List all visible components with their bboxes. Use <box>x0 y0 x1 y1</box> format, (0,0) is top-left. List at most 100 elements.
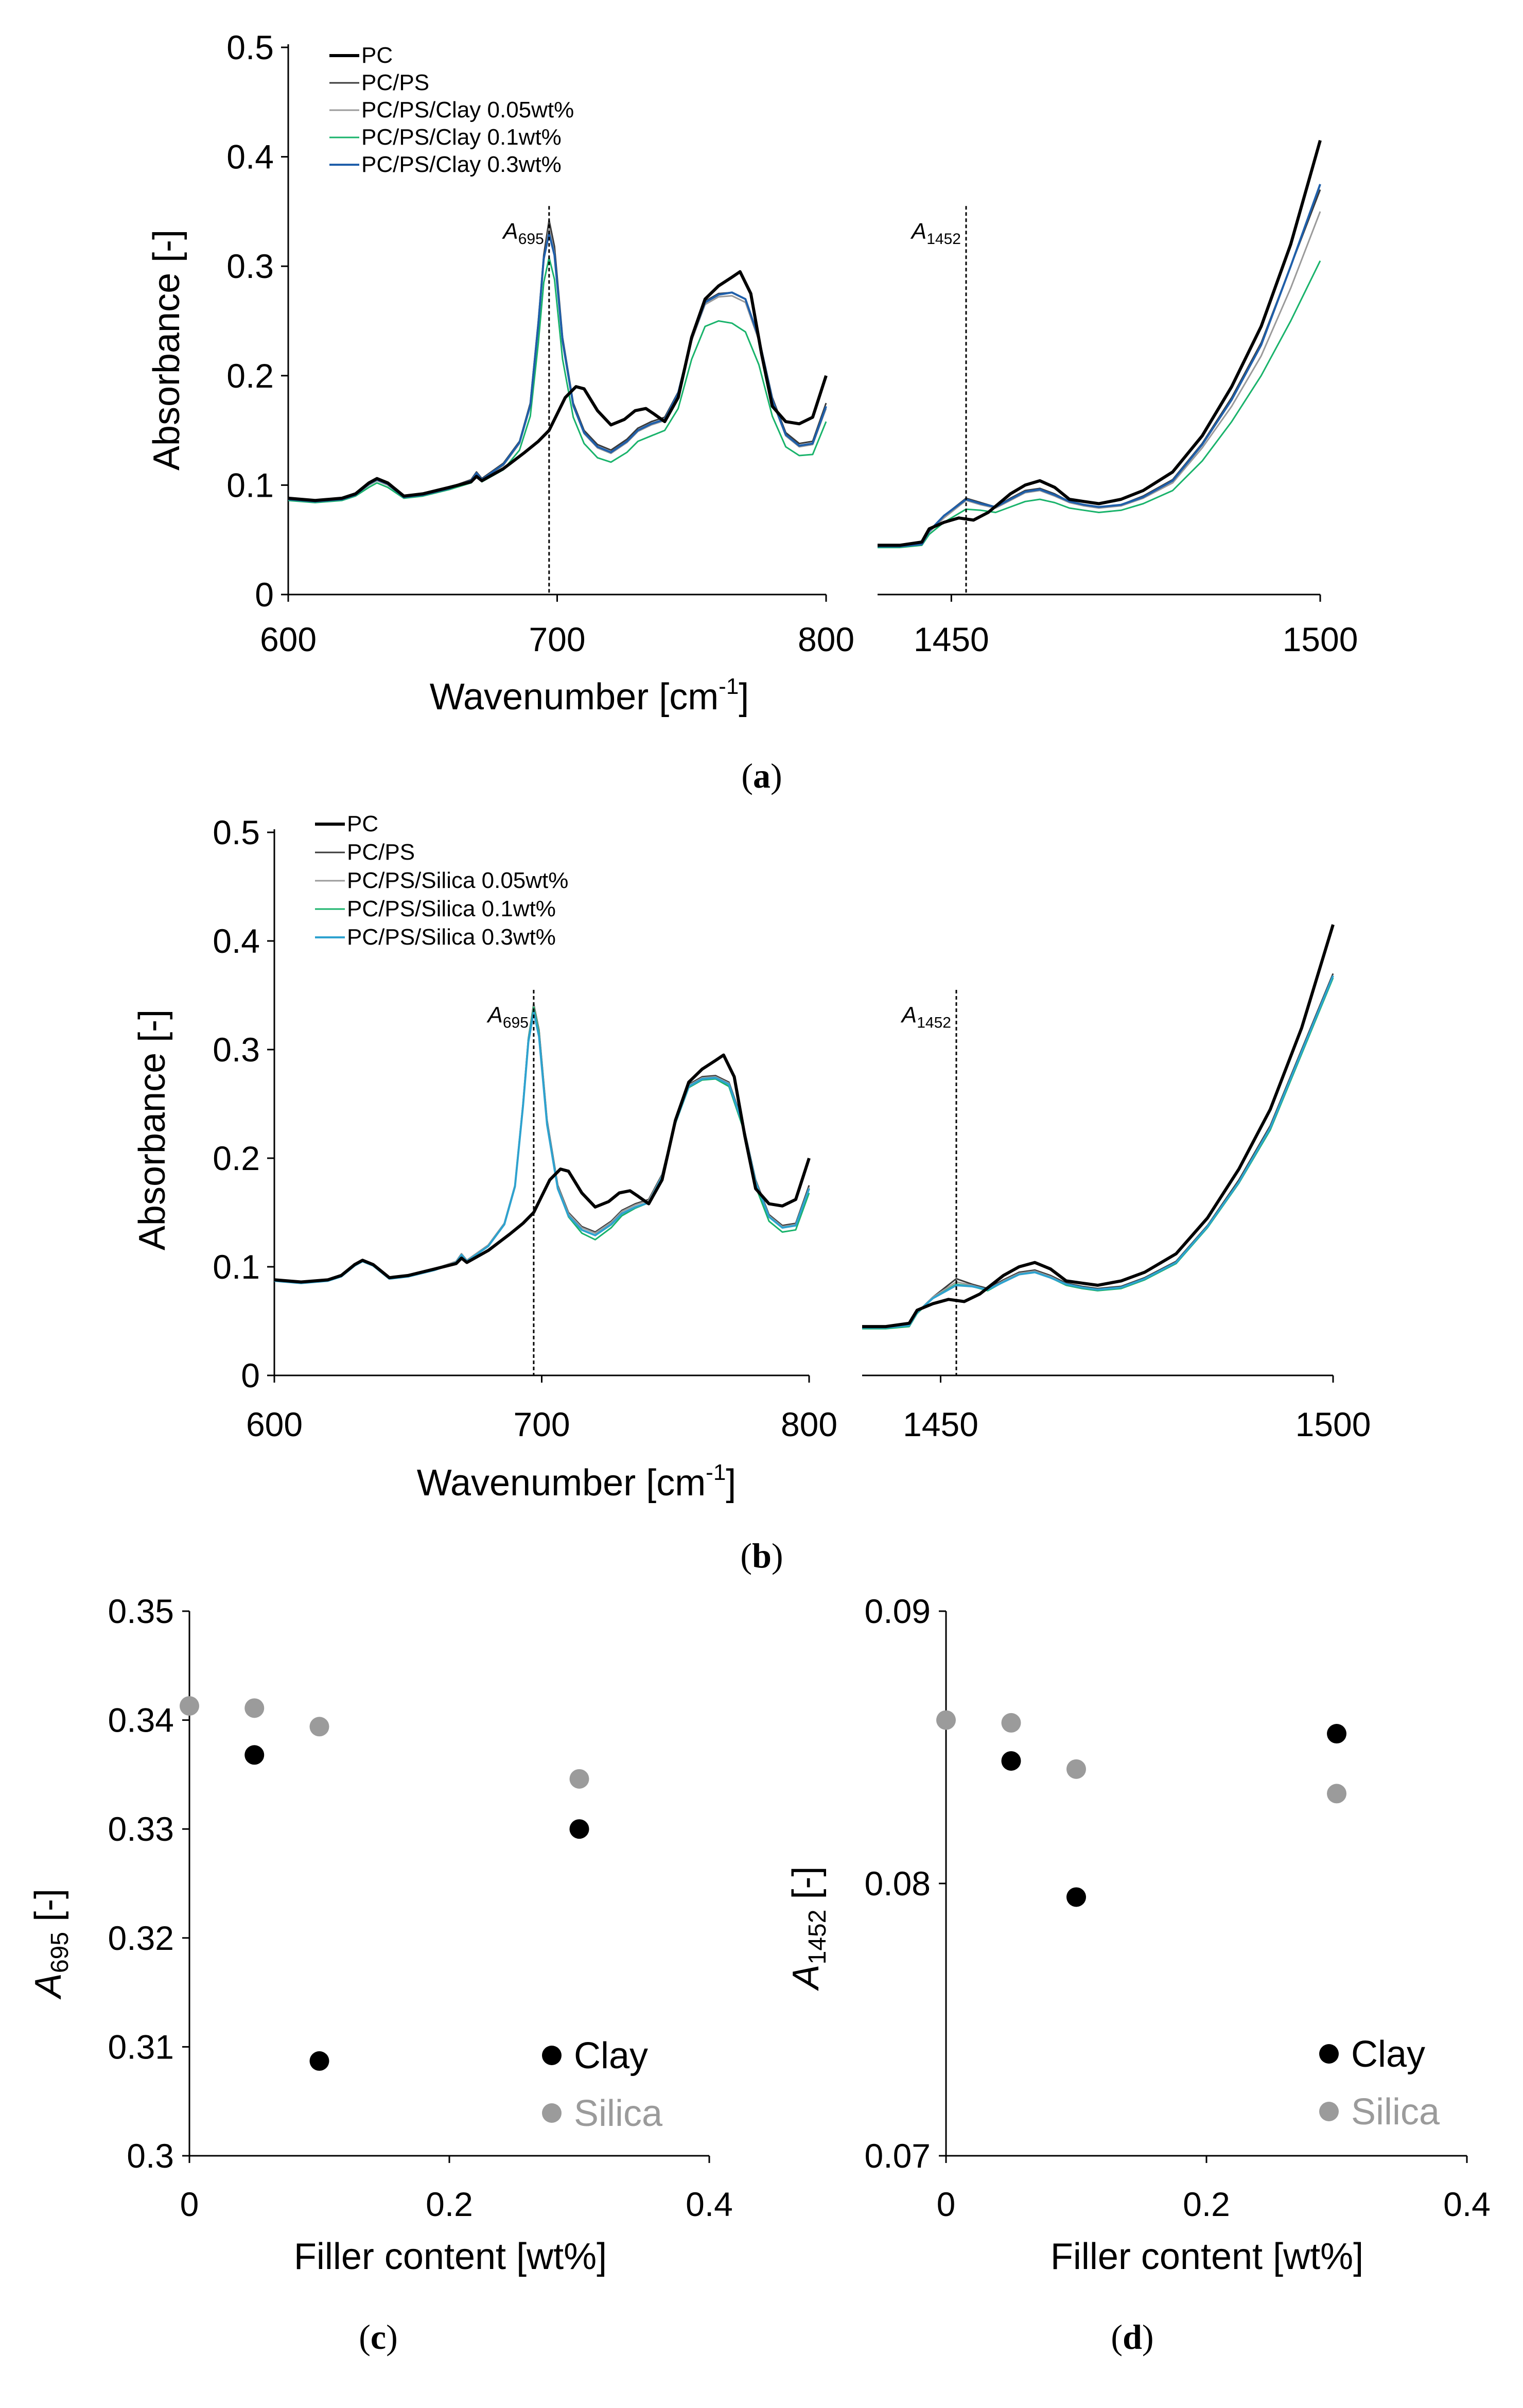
y-tick-label: 0.4 <box>213 922 260 960</box>
x-tick-label: 600 <box>246 1405 303 1443</box>
data-point-silica <box>569 1769 589 1789</box>
legend-label: PC/PS/Silica 0.05wt% <box>347 868 568 893</box>
data-point-clay <box>1001 1751 1021 1771</box>
y-tick-label: 0.1 <box>226 466 274 504</box>
panel-label: (c) <box>359 2317 398 2357</box>
annotation-subscript: 1452 <box>926 231 961 248</box>
axes: 0 0.1 0.2 0.3 0.4 0.5 600 700 800 1450 1500 <box>213 813 1371 1443</box>
annotation-label: A695 <box>486 1002 528 1031</box>
annotation-subscript: 1452 <box>917 1014 951 1031</box>
y-tick-label: 0.32 <box>108 1919 174 1957</box>
x-tick-label: 700 <box>529 620 585 658</box>
series-line-right <box>878 139 1322 547</box>
legend-clay-marker <box>1319 2044 1339 2064</box>
x-tick-label: 1450 <box>914 620 989 658</box>
scatter-points <box>936 1710 1346 1907</box>
y-tick-label: 0.31 <box>108 2028 174 2066</box>
x-tick-label: 0 <box>937 2185 956 2223</box>
data-point-silica <box>1001 1713 1021 1733</box>
annotation-label: A695 <box>501 219 544 248</box>
annotation-symbol: A <box>486 1002 502 1027</box>
x-axis-title: Filler content [wt%] <box>1051 2236 1363 2277</box>
annotation-subscript: 695 <box>503 1014 529 1031</box>
x-axis-title-end: ] <box>726 1462 736 1504</box>
x-axis-title: Wavenumber [cm-1] <box>430 674 749 718</box>
y-tick-label: 0.4 <box>226 138 274 176</box>
legend-label: PC/PS/Clay 0.1wt% <box>361 125 562 150</box>
y-axis-title-main: A <box>28 1973 69 2000</box>
x-axis-title-end: ] <box>739 676 749 718</box>
legend-label: PC/PS/Silica 0.3wt% <box>347 924 556 950</box>
panel-letter: d <box>1123 2317 1142 2357</box>
y-tick-label: 0.3 <box>127 2137 174 2175</box>
y-tick-label: 0 <box>241 1356 260 1394</box>
data-point-clay <box>309 2051 329 2071</box>
legend-silica-label: Silica <box>1351 2091 1440 2133</box>
x-tick-label: 1500 <box>1283 620 1358 658</box>
series-lines: A695 A 1452 <box>274 924 1335 1375</box>
series-line-left <box>288 270 828 502</box>
y-tick-label: 0.07 <box>865 2137 931 2175</box>
x-axis-title: Filler content [wt%] <box>294 2236 607 2277</box>
series-line-right <box>878 211 1321 547</box>
legend: PC PC/PS PC/PS/Silica 0.05wt% PC/PS/Silica … <box>315 811 568 950</box>
x-tick-label: 1500 <box>1296 1405 1371 1443</box>
series-line-left <box>274 1006 810 1284</box>
scatter-points <box>180 1696 589 2071</box>
legend-label: PC/PS <box>361 70 429 95</box>
y-tick-label: 0.3 <box>213 1031 260 1069</box>
x-tick-label: 600 <box>260 620 317 658</box>
x-axis-title-sup: -1 <box>719 674 739 699</box>
series-line-right <box>878 260 1321 549</box>
legend-clay-marker <box>542 2046 562 2065</box>
x-tick-label: 700 <box>513 1405 570 1443</box>
x-axis-title: Wavenumber [cm-1] <box>417 1460 737 1504</box>
legend-label: PC/PS/Clay 0.05wt% <box>361 97 574 123</box>
panel-label: (a) <box>741 756 782 795</box>
x-tick-label: 0.2 <box>426 2185 473 2223</box>
legend-label: PC <box>347 811 378 836</box>
axes: 0.3 0.31 0.32 0.33 0.34 0.35 0 0.2 0.4 <box>108 1592 733 2223</box>
series-line-left <box>288 232 827 503</box>
panel-label: (d) <box>1111 2317 1153 2357</box>
series-line-right <box>862 924 1335 1329</box>
data-point-clay <box>244 1745 265 1765</box>
series-line-left <box>274 1053 811 1284</box>
y-axis-title: A1452 [-] <box>785 1866 831 1992</box>
legend-label: PC/PS <box>347 840 415 865</box>
x-tick-label: 800 <box>781 1405 837 1443</box>
legend-silica-label: Silica <box>574 2093 663 2134</box>
series-line-left <box>274 1004 810 1283</box>
y-axis-title: A695 [-] <box>28 1889 74 2000</box>
legend-label: PC <box>361 43 393 68</box>
axes: 0.07 0.08 0.09 0 0.2 0.4 <box>865 1592 1491 2223</box>
annotation-symbol: A <box>910 219 926 244</box>
y-tick-label: 0.34 <box>108 1701 174 1739</box>
series-lines: A695 A1452 <box>288 139 1322 595</box>
series-line-left <box>274 1003 810 1283</box>
x-tick-label: 0.2 <box>1183 2185 1230 2223</box>
panel-letter: a <box>753 756 771 795</box>
x-axis-title-sup: -1 <box>706 1460 726 1485</box>
legend-silica-marker <box>1319 2102 1339 2121</box>
y-axis-title-main: A <box>785 1964 827 1991</box>
data-point-silica <box>244 1698 265 1718</box>
panel-letter: c <box>371 2317 386 2357</box>
y-tick-label: 0.5 <box>226 28 274 66</box>
y-axis-title-sub: 1452 <box>804 1910 831 1965</box>
series-line-left <box>288 219 827 501</box>
data-point-silica <box>180 1696 199 1716</box>
legend-clay-label: Clay <box>1351 2034 1425 2075</box>
data-point-silica <box>936 1710 956 1730</box>
y-tick-label: 0.2 <box>226 357 274 395</box>
annotation-symbol: A <box>501 219 518 244</box>
series-line-left <box>288 256 827 503</box>
x-axis-title-main: Wavenumber [cm <box>430 676 719 718</box>
y-tick-label: 0.33 <box>108 1810 174 1848</box>
data-point-clay <box>1066 1887 1086 1907</box>
panel-c-a695-scatter: 0.30.310.320.330.340.350 0.2 0.4 A695 [-] … <box>28 1592 733 2357</box>
x-tick-label: 0.4 <box>1443 2185 1491 2223</box>
